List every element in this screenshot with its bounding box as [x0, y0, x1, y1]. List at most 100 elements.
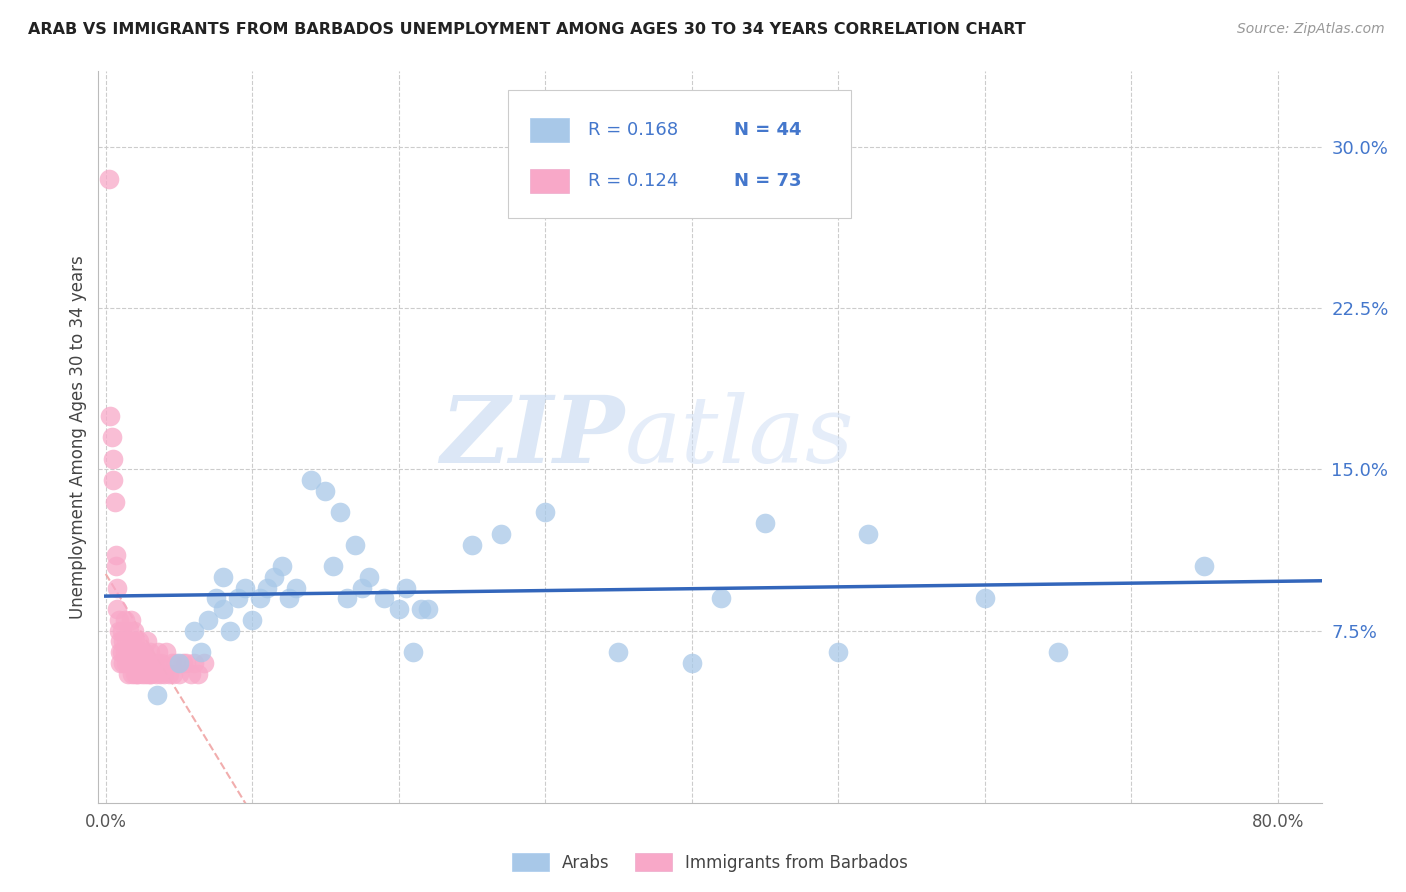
Point — [153, 666, 176, 681]
Point — [118, 624, 141, 638]
Point — [1046, 645, 1069, 659]
Point — [352, 581, 374, 595]
Point — [107, 581, 129, 595]
Point — [343, 538, 366, 552]
Point — [146, 688, 169, 702]
Point — [336, 591, 359, 606]
Point — [183, 624, 205, 638]
Point — [607, 645, 630, 659]
Point — [112, 634, 135, 648]
Point — [162, 666, 184, 681]
Point — [131, 645, 153, 659]
Point — [856, 527, 879, 541]
Point — [136, 666, 159, 681]
Point — [105, 549, 128, 563]
Point — [402, 645, 425, 659]
Point — [124, 634, 146, 648]
Legend: Arabs, Immigrants from Barbados: Arabs, Immigrants from Barbados — [506, 847, 914, 879]
Point — [256, 581, 278, 595]
Point — [111, 645, 134, 659]
Text: atlas: atlas — [624, 392, 853, 482]
FancyBboxPatch shape — [508, 89, 851, 218]
Point — [131, 666, 153, 681]
Text: R = 0.168: R = 0.168 — [588, 121, 678, 139]
Point — [416, 602, 439, 616]
Point — [127, 666, 149, 681]
Point — [212, 570, 235, 584]
Point — [127, 645, 149, 659]
Bar — [530, 169, 569, 193]
Point — [263, 570, 285, 584]
Point — [108, 624, 131, 638]
Point — [149, 666, 172, 681]
Text: ZIP: ZIP — [440, 392, 624, 482]
Point — [118, 656, 141, 670]
Point — [299, 473, 322, 487]
Point — [1194, 559, 1216, 574]
Point — [172, 656, 194, 670]
Point — [114, 613, 136, 627]
Point — [115, 656, 138, 670]
Point — [322, 559, 344, 574]
Point — [754, 516, 776, 530]
Point — [142, 656, 165, 670]
Point — [101, 473, 124, 487]
Point — [249, 591, 271, 606]
Point — [197, 613, 219, 627]
Point — [193, 656, 215, 670]
Point — [183, 656, 205, 670]
Point — [105, 559, 128, 574]
Point — [176, 656, 198, 670]
Point — [145, 666, 167, 681]
Point — [111, 624, 134, 638]
Point — [122, 656, 145, 670]
Point — [314, 483, 336, 498]
Point — [108, 613, 131, 627]
Point — [461, 538, 484, 552]
Point — [150, 656, 173, 670]
Point — [409, 602, 432, 616]
Point — [114, 645, 136, 659]
Point — [138, 666, 160, 681]
Point — [329, 505, 352, 519]
Point — [710, 591, 733, 606]
Point — [115, 634, 138, 648]
Point — [187, 666, 209, 681]
Point — [233, 581, 256, 595]
Point — [121, 666, 143, 681]
Point — [100, 430, 122, 444]
Text: ARAB VS IMMIGRANTS FROM BARBADOS UNEMPLOYMENT AMONG AGES 30 TO 34 YEARS CORRELAT: ARAB VS IMMIGRANTS FROM BARBADOS UNEMPLO… — [28, 22, 1026, 37]
Point — [827, 645, 849, 659]
Point — [110, 645, 132, 659]
Point — [101, 451, 124, 466]
Text: N = 44: N = 44 — [734, 121, 801, 139]
Point — [125, 666, 148, 681]
Point — [128, 634, 150, 648]
Point — [388, 602, 411, 616]
Point — [373, 591, 395, 606]
Point — [491, 527, 513, 541]
Point — [146, 656, 169, 670]
Point — [129, 645, 152, 659]
Point — [122, 624, 145, 638]
Point — [134, 666, 156, 681]
Point — [132, 645, 155, 659]
Point — [359, 570, 381, 584]
Point — [97, 172, 120, 186]
Point — [117, 645, 139, 659]
Point — [395, 581, 418, 595]
Y-axis label: Unemployment Among Ages 30 to 34 years: Unemployment Among Ages 30 to 34 years — [69, 255, 87, 619]
Point — [143, 656, 166, 670]
Point — [125, 645, 148, 659]
Point — [107, 602, 129, 616]
Point — [110, 656, 132, 670]
Point — [160, 656, 183, 670]
Point — [212, 602, 235, 616]
Point — [141, 666, 163, 681]
Point — [120, 613, 142, 627]
Point — [534, 505, 557, 519]
Point — [120, 645, 142, 659]
Point — [167, 666, 190, 681]
Text: R = 0.124: R = 0.124 — [588, 172, 678, 190]
Point — [167, 656, 190, 670]
